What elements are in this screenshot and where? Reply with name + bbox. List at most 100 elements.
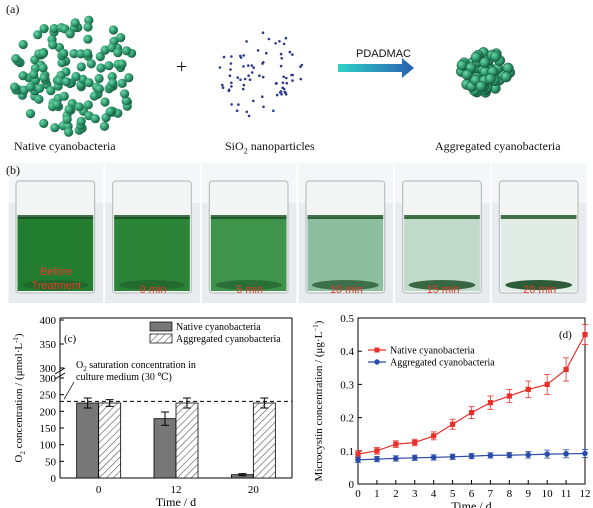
- beaker-photo: 20 min: [491, 163, 587, 303]
- d-point-square: [431, 433, 437, 439]
- sio2-particle: [282, 42, 286, 46]
- cyanobacterium-cell: [94, 84, 104, 94]
- sio2-particle: [245, 40, 248, 43]
- sio2-particle: [227, 89, 231, 93]
- beaker-photo: 10 min: [298, 163, 394, 303]
- sediment-layer: [408, 280, 476, 290]
- sio2-particle: [279, 52, 283, 56]
- cyanobacterium-cell: [83, 22, 93, 32]
- sio2-particle: [230, 85, 233, 88]
- sediment-layer: [118, 280, 186, 290]
- d-ytick-label: 0.1: [340, 446, 354, 458]
- cyanobacterium-cell: [39, 118, 49, 128]
- sio2-particle: [299, 65, 302, 68]
- d-xtick-label: 0: [355, 488, 361, 500]
- c-legend-swatch: [149, 333, 173, 344]
- d-point-circle: [544, 451, 550, 457]
- sio2-particle: [250, 64, 254, 67]
- panel-d-tag: (d): [559, 329, 572, 341]
- cyanobacterium-cell: [84, 15, 94, 25]
- d-point-circle: [487, 452, 494, 459]
- cyanobacterium-cell: [76, 116, 86, 126]
- cyanobacterium-cell: [25, 109, 36, 119]
- c-ytick-label: 0: [51, 473, 57, 485]
- sio2-particle: [250, 71, 254, 74]
- sio2-particle: [291, 53, 294, 56]
- sio2-particle: [261, 31, 265, 34]
- c-saturation-label-line2: culture medium (30 ℃): [76, 372, 172, 383]
- pdadmac-label: PDADMAC: [356, 48, 412, 60]
- sio2-nanoparticles-cluster: [218, 31, 304, 118]
- arrow-icon: [338, 58, 414, 78]
- d-legend-marker: [374, 359, 380, 365]
- sio2-particle: [256, 49, 260, 52]
- sio2-particle: [272, 109, 275, 113]
- c-axis-break-mark: [54, 367, 66, 375]
- sio2-particle: [248, 78, 252, 81]
- sio2-particle: [242, 54, 245, 57]
- cyanobacterium-cell: [38, 48, 48, 59]
- sio2-particle: [262, 105, 265, 109]
- d-ytick-label: 0: [349, 479, 355, 491]
- d-point-square: [374, 448, 380, 454]
- sio2-particle: [275, 81, 278, 85]
- aggregated-cell: [475, 80, 487, 92]
- sio2-particle: [288, 50, 292, 54]
- sio2-particle: [230, 81, 233, 85]
- d-xtick-label: 5: [450, 488, 456, 500]
- d-point-circle: [374, 456, 380, 462]
- sio2-particle: [236, 76, 239, 79]
- d-point-circle: [525, 451, 532, 458]
- aggregated-cell: [479, 57, 491, 68]
- sio2-particle: [284, 91, 287, 95]
- c-ytick-label: 50: [45, 456, 57, 468]
- d-point-square: [355, 451, 361, 457]
- cyanobacterium-cell: [117, 78, 127, 88]
- cyanobacterium-cell: [83, 34, 93, 44]
- sio2-particle: [285, 81, 289, 85]
- sio2-particle: [243, 77, 247, 81]
- sio2-particle: [280, 57, 284, 60]
- cyanobacterium-cell: [74, 102, 84, 112]
- cyanobacterium-cell: [104, 61, 114, 71]
- cyanobacterium-cell: [83, 48, 93, 58]
- cyanobacterium-cell: [105, 106, 115, 117]
- cyanobacterium-cell: [116, 33, 126, 43]
- cyanobacterium-cell: [34, 94, 44, 104]
- cyanobacterium-cell: [121, 96, 132, 106]
- cyanobacterium-cell: [35, 83, 45, 93]
- beaker-liquid: [500, 217, 577, 291]
- beaker-liquid: [114, 217, 190, 291]
- sio2-particle: [279, 64, 283, 68]
- sio2-particle: [222, 55, 226, 59]
- d-xtick-label: 12: [580, 488, 591, 500]
- sio2-particle: [247, 64, 250, 67]
- sio2-nanoparticles-label: SiO2 nanoparticles: [225, 139, 315, 156]
- c-ytick-upper-label: 300: [40, 363, 57, 375]
- native-cyanobacteria-cluster: [10, 15, 137, 137]
- sio2-particle: [229, 68, 232, 71]
- sio2-particle: [291, 79, 294, 82]
- sio2-particle: [252, 66, 255, 69]
- c-legend-label: Native cyanobacteria: [176, 322, 261, 333]
- sio2-particle: [274, 42, 277, 45]
- d-point-square: [525, 386, 531, 392]
- cyanobacterium-cell: [38, 63, 48, 73]
- d-legend-label: Aggregated cyanobacteria: [390, 358, 495, 369]
- sio2-particle: [237, 103, 240, 106]
- c-ytick-upper-label: 350: [40, 339, 57, 351]
- c-legend-label: Aggregated cyanobacteria: [176, 334, 281, 345]
- d-point-circle: [582, 450, 588, 457]
- c-ytick-label: 200: [40, 406, 57, 418]
- cyanobacterium-cell: [99, 121, 110, 131]
- sio2-particle: [241, 87, 245, 91]
- sio2-particle: [285, 76, 288, 80]
- c-bar: [252, 402, 276, 479]
- cyanobacterium-cell: [94, 73, 104, 84]
- cyanobacterium-cell: [95, 52, 105, 62]
- d-point-square: [544, 381, 550, 387]
- d-x-axis-title: Time / d: [451, 499, 491, 508]
- sediment-layer: [312, 280, 379, 290]
- cyanobacterium-cell: [84, 78, 94, 88]
